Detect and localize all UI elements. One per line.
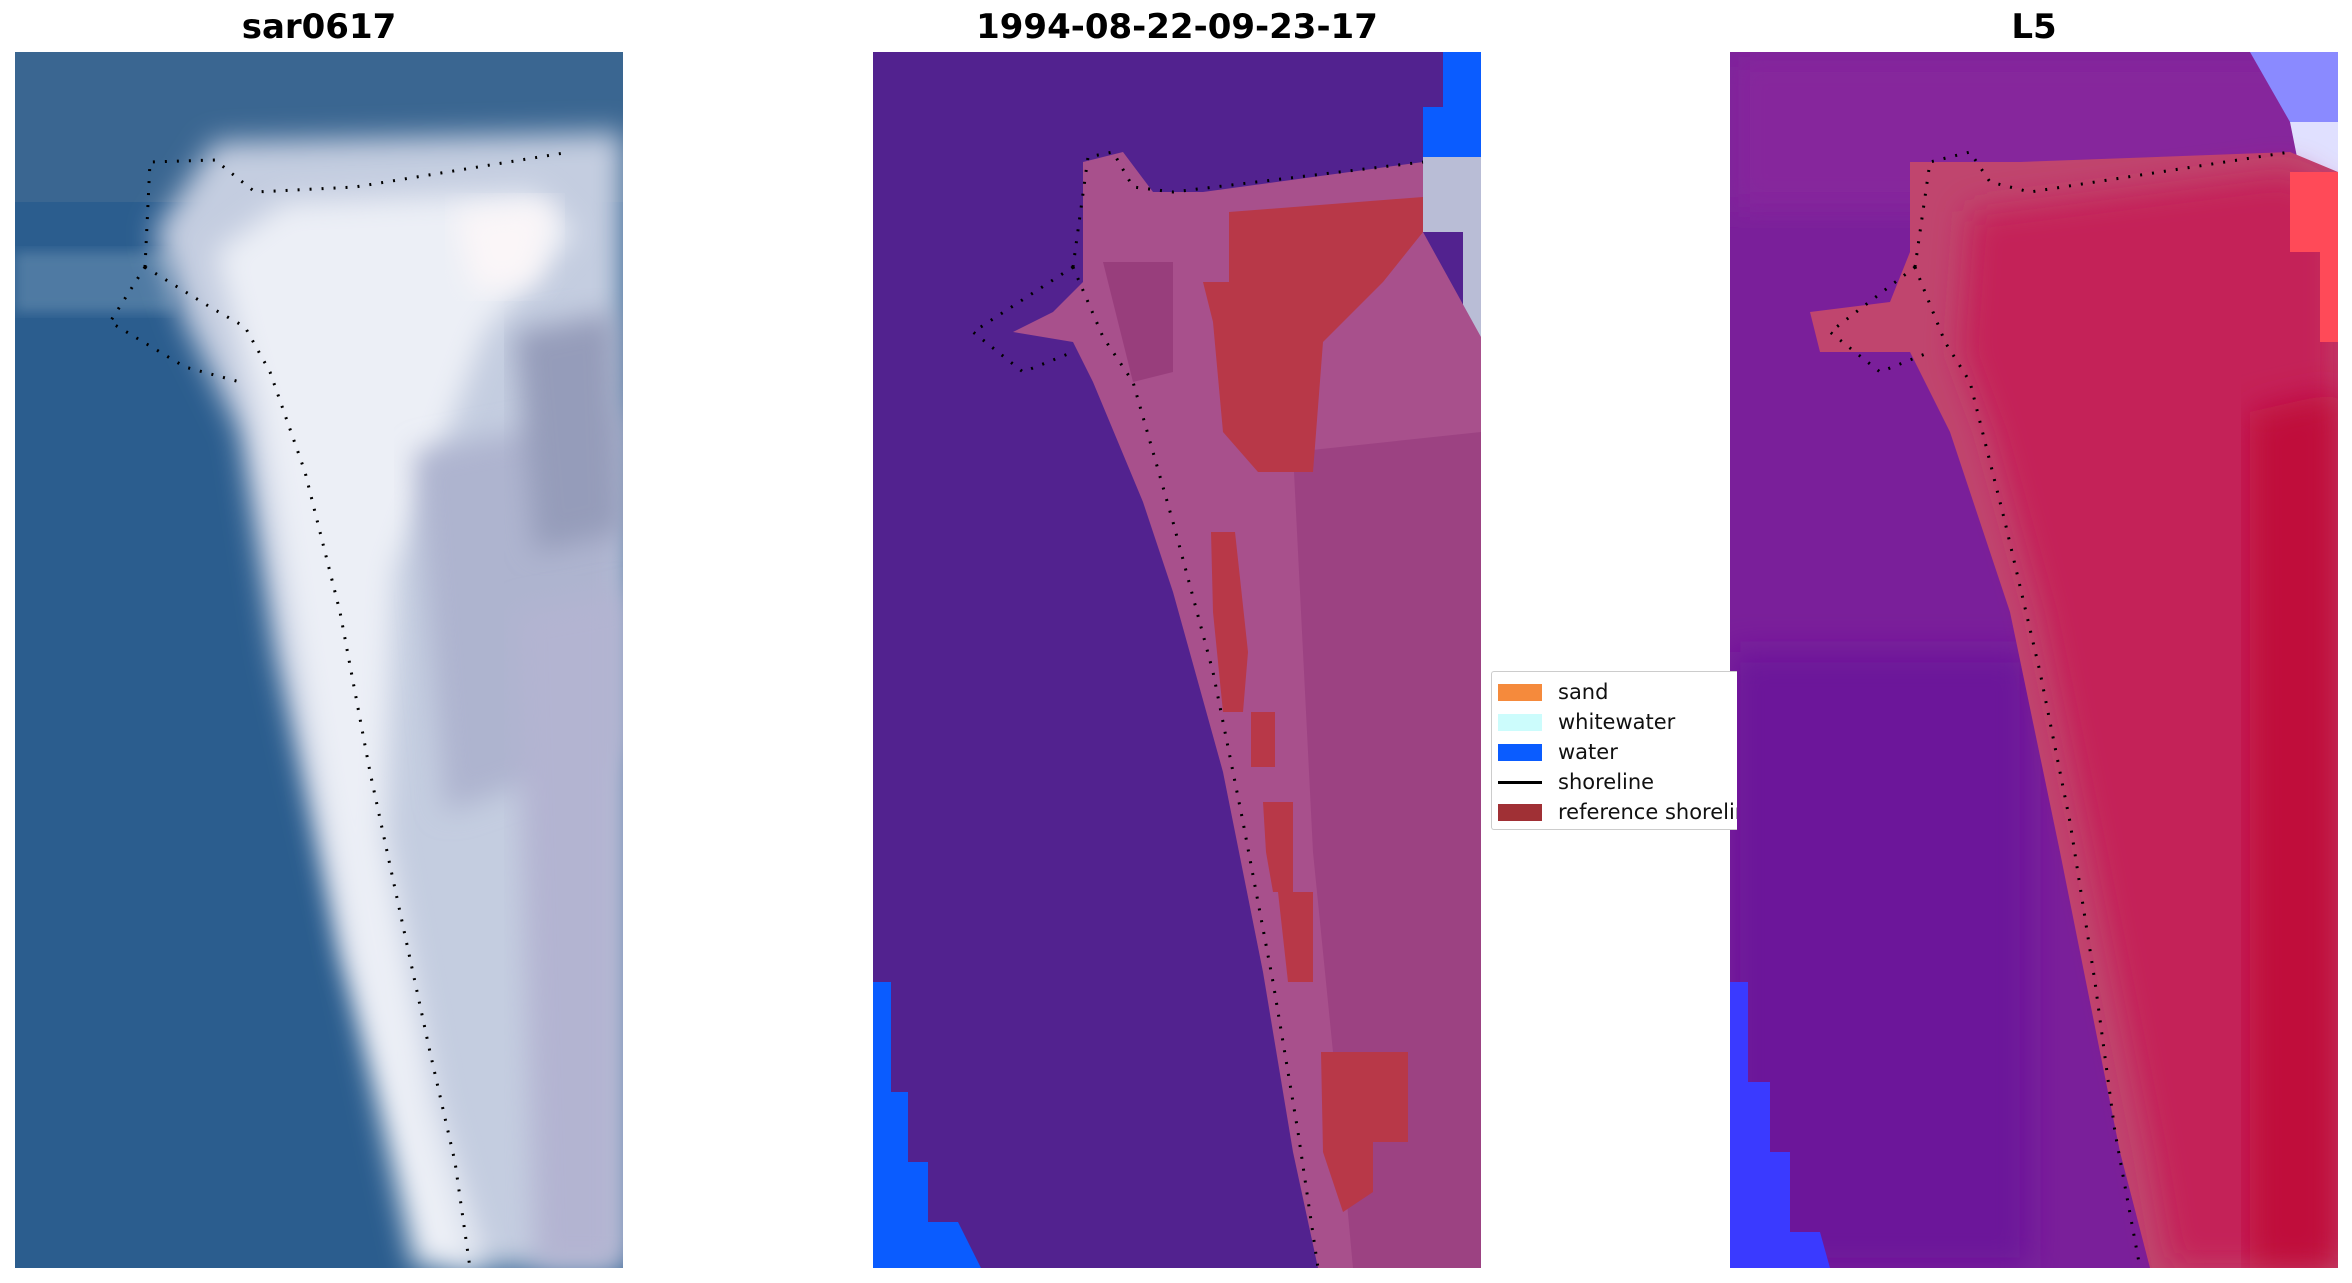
legend-swatch-whitewater [1498,714,1542,731]
rgb-image [15,52,623,1268]
legend: sand whitewater water shoreline referenc… [1491,671,1737,830]
legend-label-shoreline: shoreline [1558,770,1655,794]
legend-item-whitewater: whitewater [1492,707,1737,735]
classification-image [873,52,1481,1268]
legend-item-reference-shoreline: reference shoreline [1492,797,1737,825]
panel-title-classification: 1994-08-22-09-23-17 [976,7,1378,47]
panel-title-index: L5 [2011,7,2057,47]
legend-label-water: water [1558,740,1618,764]
legend-swatch-sand [1498,684,1542,701]
legend-item-sand: sand [1492,677,1737,705]
panel-title-rgb: sar0617 [241,7,397,47]
classification-panel [873,52,1481,1268]
legend-item-shoreline: shoreline [1492,767,1737,795]
rgb-image-panel [15,52,623,1268]
legend-label-whitewater: whitewater [1558,710,1676,734]
index-image [1730,52,2338,1268]
legend-item-water: water [1492,737,1737,765]
legend-label-sand: sand [1558,680,1609,704]
legend-swatch-water [1498,744,1542,761]
index-panel [1730,52,2338,1268]
legend-label-reference-shoreline: reference shoreline [1558,800,1737,824]
legend-line-shoreline [1498,781,1542,784]
legend-swatch-reference-shoreline [1498,804,1542,821]
